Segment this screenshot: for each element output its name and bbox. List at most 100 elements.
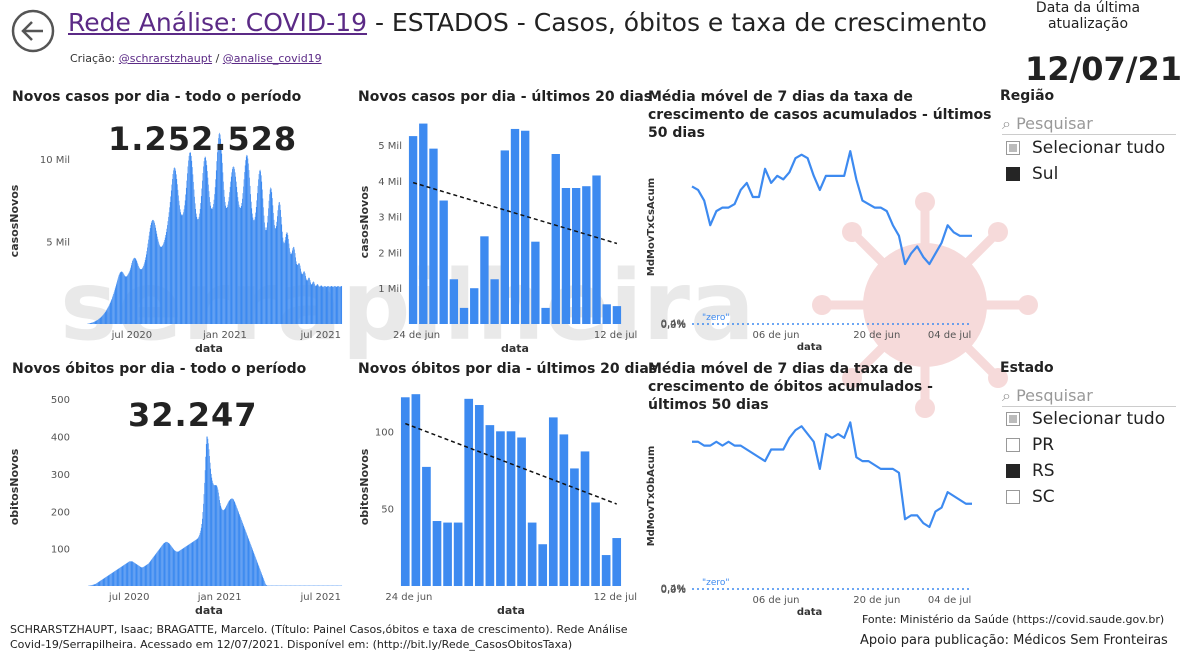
- bar: [184, 200, 186, 324]
- bar: [148, 235, 150, 324]
- bar: [162, 544, 163, 586]
- bar: [146, 564, 148, 586]
- bar: [135, 259, 137, 324]
- bar: [198, 536, 200, 586]
- bar: [98, 319, 99, 324]
- slicer-regiao-option[interactable]: Sul: [1006, 161, 1165, 187]
- slicer-estado-search[interactable]: ⌕ Pesquisar: [1002, 386, 1176, 407]
- y-axis-label: MdMovTxObAcum: [646, 446, 657, 547]
- checkbox-icon[interactable]: [1006, 167, 1020, 181]
- bar: [290, 254, 292, 324]
- bar: [105, 577, 107, 586]
- y-tick-label: 5 Mil: [378, 141, 402, 152]
- checkbox-icon[interactable]: [1006, 438, 1020, 452]
- bar: [258, 174, 260, 324]
- slicer-regiao-option[interactable]: Selecionar tudo: [1006, 135, 1165, 161]
- bar: [200, 530, 201, 586]
- chart-casos-20d[interactable]: 1 Mil 2 Mil 3 Mil 4 Mil 5 Mil 24 de jun 12 de …: [350, 110, 640, 360]
- bar: [192, 541, 194, 586]
- bar: [210, 205, 211, 324]
- chart-obitos-20d[interactable]: 50 100 24 de jun 12 de jul data obitosNovos: [350, 382, 640, 620]
- y-tick-label: 100: [51, 545, 70, 556]
- bar: [592, 175, 601, 324]
- bar: [174, 168, 176, 324]
- bar: [324, 286, 325, 324]
- bar: [94, 584, 96, 586]
- back-arrow-icon[interactable]: [10, 8, 56, 54]
- slicer-estado-option[interactable]: PR: [1006, 432, 1165, 458]
- bar: [187, 166, 189, 324]
- bar: [237, 510, 239, 586]
- bar: [207, 438, 209, 586]
- bar: [142, 567, 143, 586]
- bar: [254, 555, 256, 586]
- bar: [304, 271, 305, 324]
- bar: [149, 561, 151, 586]
- bar: [332, 286, 334, 324]
- bar: [330, 286, 332, 324]
- slicer-estado-option[interactable]: SC: [1006, 484, 1165, 510]
- footer-citation-line1: SCHRARSTZHAUPT, Isaac; BRAGATTE, Marcelo…: [10, 623, 628, 636]
- bar: [98, 318, 100, 324]
- bar: [101, 316, 103, 324]
- checkbox-icon[interactable]: [1006, 490, 1020, 504]
- bar: [134, 257, 135, 324]
- checkbox-icon[interactable]: [1006, 141, 1020, 155]
- bar: [143, 265, 144, 324]
- bar: [200, 203, 201, 324]
- bar: [190, 543, 191, 586]
- checkbox-icon[interactable]: [1006, 412, 1020, 426]
- bar: [196, 538, 198, 586]
- slicer-estado-option[interactable]: RS: [1006, 458, 1165, 484]
- slicer-regiao-option-label: Sul: [1032, 164, 1059, 184]
- bar: [193, 541, 195, 586]
- bar: [223, 181, 224, 324]
- bar: [151, 221, 153, 324]
- bar: [218, 138, 219, 324]
- chart-obitos-total[interactable]: 100 200 300 400 500 jul 2020 jan 2021 jul 2021 d…: [0, 382, 345, 620]
- title-link[interactable]: Rede Análise: COVID-19: [68, 8, 368, 37]
- bar: [109, 304, 110, 324]
- bar: [308, 278, 309, 324]
- bar: [136, 261, 138, 324]
- chart-taxa-casos[interactable]: 0,0%0,2%0,4% "zero" 06 de jun 20 de jun 04 d…: [640, 125, 990, 360]
- bar: [161, 546, 162, 586]
- y-axis-label: obitosNovos: [358, 448, 371, 525]
- bar: [127, 562, 129, 586]
- bar: [163, 543, 164, 586]
- bar: [167, 225, 168, 324]
- bar: [219, 134, 221, 324]
- bar: [240, 207, 241, 324]
- bar: [293, 246, 294, 324]
- slicer-estado-option[interactable]: Selecionar tudo: [1006, 406, 1165, 432]
- slicer-regiao-search[interactable]: ⌕ Pesquisar: [1002, 114, 1176, 135]
- y-tick-label: 400: [51, 433, 70, 444]
- bar: [214, 187, 216, 324]
- checkbox-icon[interactable]: [1006, 464, 1020, 478]
- bar: [137, 564, 138, 586]
- bar: [164, 542, 166, 586]
- bar: [215, 485, 217, 586]
- chart-taxa-obitos[interactable]: 0,0%0,2%0,4% "zero" 06 de jun 20 de jun 04 d…: [640, 398, 990, 626]
- x-axis-label: data: [797, 342, 822, 353]
- bar: [551, 154, 560, 324]
- bar: [193, 541, 194, 586]
- bar: [185, 546, 187, 586]
- bar: [318, 286, 320, 324]
- chart-casos-total[interactable]: 5 Mil 10 Mil jul 2020 jan 2021 jul 2021 data c…: [0, 110, 345, 360]
- bar: [538, 544, 548, 586]
- bar: [102, 578, 104, 586]
- credits-user1-link[interactable]: @schrarstzhaupt: [118, 52, 213, 65]
- bar: [195, 539, 197, 586]
- bar: [313, 281, 314, 324]
- bar: [263, 579, 265, 586]
- bar: [230, 499, 231, 586]
- bar: [161, 545, 163, 586]
- bar: [227, 502, 229, 586]
- bar: [272, 198, 273, 324]
- slicer-regiao-options: Selecionar tudo Sul: [1006, 135, 1165, 187]
- bar: [144, 262, 145, 324]
- bar: [189, 151, 191, 324]
- credits-user2-link[interactable]: @analise_covid19: [222, 52, 322, 65]
- bar: [280, 216, 282, 324]
